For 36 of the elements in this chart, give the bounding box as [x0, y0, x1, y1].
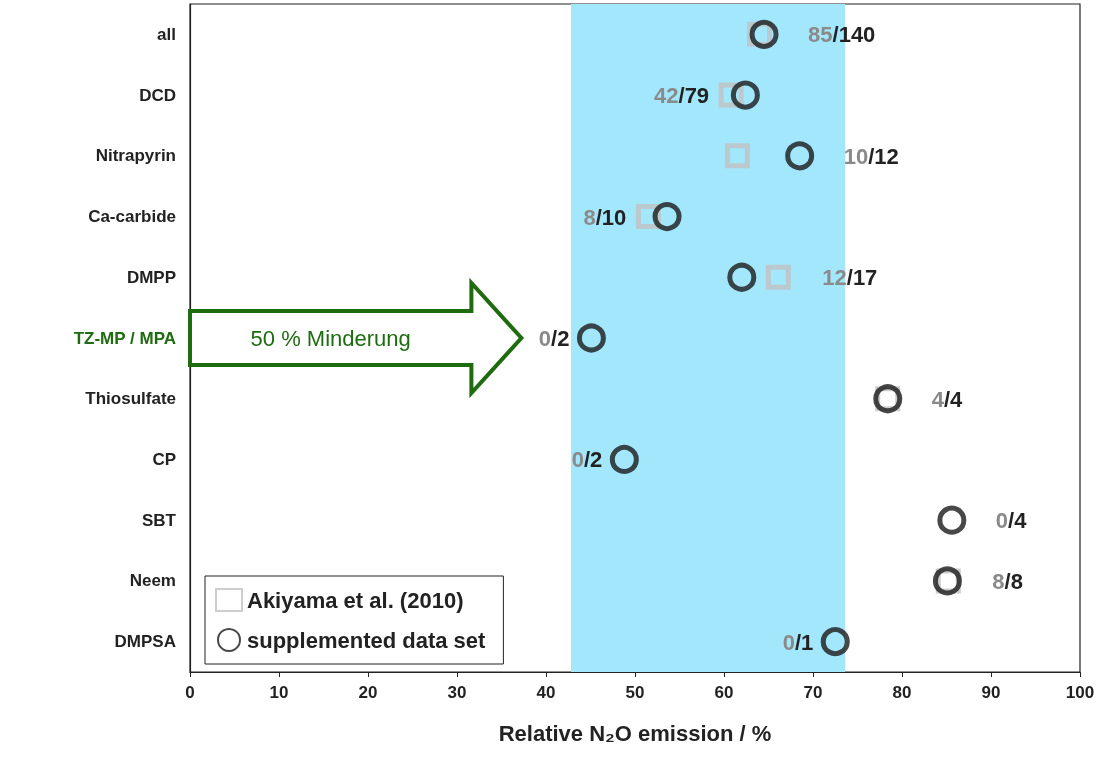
x-tick-label: 100 — [1065, 683, 1095, 702]
annotation: 0/1 — [782, 629, 814, 655]
y-tick-label: DMPP — [126, 267, 176, 287]
x-tick-label: 50 — [625, 683, 645, 702]
annotation: 0/4 — [995, 508, 1028, 534]
annotation: 85/140 — [808, 22, 876, 48]
x-tick-label: 40 — [536, 683, 556, 702]
y-tick-label: TZ-MP / MPA — [73, 328, 176, 348]
y-tick-label: Neem — [129, 571, 176, 591]
x-tick-label: 80 — [892, 683, 912, 702]
annotation: 10/12 — [843, 143, 899, 169]
legend-label: supplemented data set — [247, 627, 487, 653]
x-tick-label: 0 — [185, 683, 195, 702]
annotation: 50 % Minderung — [250, 326, 411, 351]
annotation: 8/8 — [992, 568, 1023, 594]
x-tick-label: 10 — [269, 683, 289, 702]
annotation: 4/4 — [931, 386, 964, 412]
annotation: 8/10 — [583, 204, 627, 230]
legend-label: Akiyama et al. (2010) — [247, 587, 464, 613]
x-tick-label: 90 — [981, 683, 1001, 702]
y-tick-label: CP — [152, 449, 176, 469]
y-tick-label: DMPSA — [114, 632, 176, 652]
y-tick-label: Thiosulfate — [85, 389, 176, 409]
y-tick-label: DCD — [139, 85, 176, 105]
y-tick-label: Nitrapyrin — [95, 146, 176, 166]
x-tick-label: 30 — [447, 683, 467, 702]
y-tick-label: all — [157, 24, 176, 44]
y-tick-label: Ca-carbide — [88, 207, 176, 227]
x-tick-label: 60 — [714, 683, 734, 702]
x-axis-title: Relative N₂O emission / % — [498, 720, 772, 746]
annotation: 42/79 — [654, 83, 710, 109]
y-tick-label: SBT — [142, 510, 177, 530]
annotation: 0/2 — [571, 447, 603, 473]
x-tick-label: 70 — [803, 683, 823, 702]
annotation: 0/2 — [538, 326, 570, 351]
x-tick-label: 20 — [358, 683, 378, 702]
